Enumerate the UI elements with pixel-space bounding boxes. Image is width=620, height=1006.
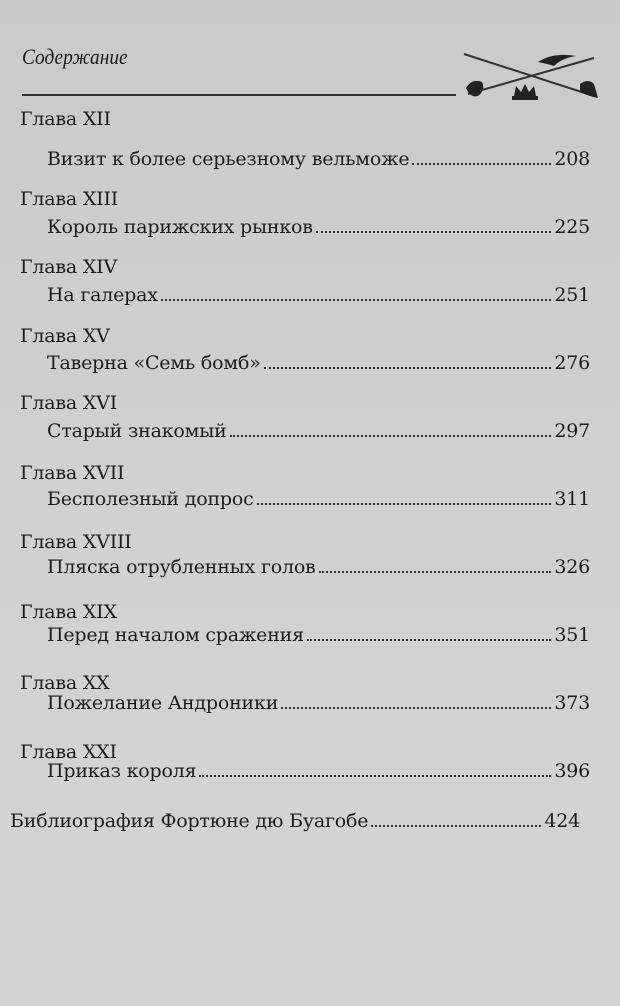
entry-title: Визит к более серьезному вельможе — [47, 148, 410, 170]
toc-entry[interactable]: Старый знакомый 297 — [47, 420, 590, 442]
entry-title: Старый знакомый — [47, 420, 227, 442]
header-rule — [22, 94, 456, 96]
toc-entry[interactable]: Визит к более серьезному вельможе 208 — [47, 148, 590, 170]
entry-title: На галерах — [47, 284, 158, 306]
chapter-label: Глава XIV — [20, 256, 117, 278]
entry-page: 311 — [554, 488, 590, 510]
entry-title: Пожелание Андроники — [47, 692, 279, 714]
toc-entry[interactable]: На галерах 251 — [47, 284, 590, 306]
entry-page: 276 — [554, 352, 590, 374]
toc-entry[interactable]: Пляска отрубленных голов 326 — [47, 556, 590, 578]
toc-entry[interactable]: Таверна «Семь бомб» 276 — [47, 352, 590, 374]
crossed-swords-emblem-icon — [463, 53, 598, 100]
chapter-label: Глава XVII — [20, 462, 125, 484]
dot-leader — [160, 299, 552, 301]
entry-title: Приказ короля — [47, 760, 197, 782]
page-title: Содержание — [22, 44, 128, 69]
entry-title: Таверна «Семь бомб» — [47, 352, 261, 374]
toc-entry[interactable]: Перед началом сражения 351 — [47, 624, 590, 646]
chapter-label: Глава XVIII — [20, 531, 132, 553]
entry-page: 225 — [554, 216, 590, 238]
entry-title: Бесполезный допрос — [47, 488, 254, 510]
entry-page: 251 — [554, 284, 590, 306]
dot-leader — [315, 231, 552, 233]
toc-entry[interactable]: Приказ короля 396 — [47, 760, 590, 782]
chapter-label: Глава XIX — [20, 601, 117, 623]
dot-leader — [306, 639, 552, 641]
toc-entry[interactable]: Пожелание Андроники 373 — [47, 692, 590, 714]
chapter-label: Глава XX — [20, 672, 110, 694]
dot-leader — [263, 367, 552, 369]
entry-page: 326 — [554, 556, 590, 578]
entry-title: Библиография Фортюне дю Буагобе — [10, 810, 369, 832]
toc-entry-bibliography[interactable]: Библиография Фортюне дю Буагобе 424 — [10, 810, 580, 832]
dot-leader — [229, 435, 552, 437]
entry-title: Король парижских рынков — [47, 216, 313, 238]
entry-page: 373 — [554, 692, 590, 714]
chapter-label: Глава XXI — [20, 741, 117, 763]
dot-leader — [256, 503, 552, 505]
chapter-label: Глава XVI — [20, 392, 117, 414]
chapter-label: Глава XII — [20, 108, 111, 130]
dot-leader — [281, 707, 552, 709]
entry-page: 297 — [554, 420, 590, 442]
chapter-label: Глава XIII — [20, 188, 119, 210]
entry-page: 424 — [544, 810, 580, 832]
entry-page: 351 — [554, 624, 590, 646]
entry-title: Перед началом сражения — [47, 624, 304, 646]
toc-entry[interactable]: Король парижских рынков 225 — [47, 216, 590, 238]
chapter-label: Глава XV — [20, 325, 110, 347]
dot-leader — [318, 571, 552, 573]
entry-page: 208 — [554, 148, 590, 170]
entry-page: 396 — [554, 760, 590, 782]
dot-leader — [412, 163, 552, 165]
toc-entry[interactable]: Бесполезный допрос 311 — [47, 488, 590, 510]
entry-title: Пляска отрубленных голов — [47, 556, 316, 578]
dot-leader — [371, 825, 542, 827]
dot-leader — [199, 775, 552, 777]
